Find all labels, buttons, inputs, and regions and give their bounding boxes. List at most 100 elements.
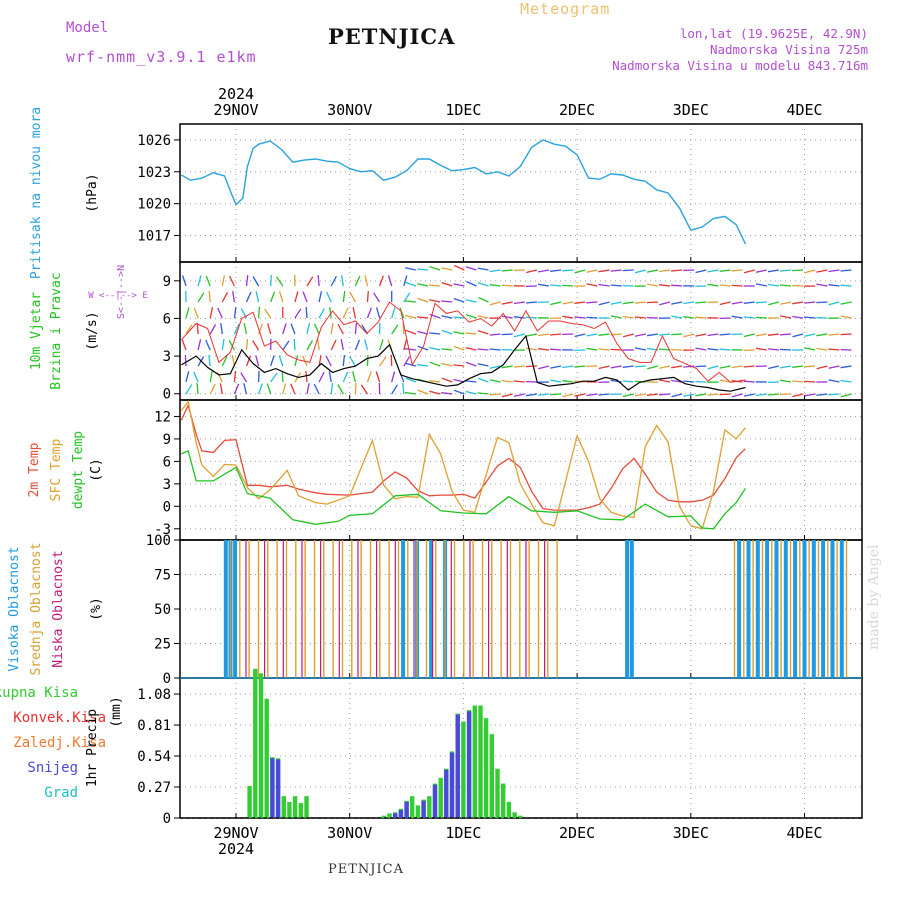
wind-arrow (767, 393, 779, 396)
wind-arrow (278, 291, 284, 303)
wind-arrow (305, 306, 308, 319)
wind-arrow (354, 322, 358, 335)
cloud-low-axis-label: Niska Oblacnost (51, 550, 66, 667)
cloud-mid-bar (491, 540, 493, 678)
cloud-mid-bar (285, 540, 288, 678)
wind-unit-label: (m/s) (85, 311, 100, 350)
cloud-high-axis-label: Visoka Oblacnost (7, 546, 22, 671)
wind-arrow (574, 269, 586, 274)
y-tick-label: 25 (154, 637, 171, 653)
cloud-mid-bar (239, 540, 241, 678)
wind-arrow (501, 379, 513, 383)
wind-arrow (550, 365, 562, 369)
precip-total-bar (518, 815, 523, 818)
wind-arrow (622, 380, 634, 383)
wind-arrow (233, 371, 237, 383)
precip-legend-item: Ukupna Kisa (0, 685, 78, 701)
wind-arrow (209, 324, 217, 335)
cloud-mid-bar (369, 540, 372, 678)
wind-arrow (196, 383, 199, 395)
cloud-unit-label: (%) (89, 597, 104, 620)
cloud-mid-bar (799, 540, 801, 678)
cloud-mid-bar (761, 540, 764, 678)
wind-arrow (441, 329, 453, 335)
cloud-mid-bar (295, 540, 297, 678)
y-tick-label: 100 (146, 533, 171, 549)
precip-total-bar (253, 668, 258, 818)
wind-arrow (240, 372, 248, 383)
wind-arrow (429, 390, 441, 395)
precip-snow-bar (432, 784, 438, 818)
wind-arrow (840, 333, 852, 336)
wind-arrow (185, 384, 193, 395)
wind-arrow (293, 338, 296, 351)
cloud-mid-bar (388, 540, 390, 678)
cloud-mid-bar (425, 540, 428, 678)
wind-arrow (804, 365, 816, 368)
cloud-low-bar (264, 540, 266, 678)
pressure-unit-label: (hPa) (85, 173, 100, 212)
wind-arrow (378, 275, 385, 287)
wind-arrow (634, 333, 646, 337)
wind-arrow (828, 365, 840, 369)
wind-arrow (695, 269, 707, 274)
model-label: Model (66, 20, 109, 36)
wind-axis-label-2: Brzina i Pravac (49, 272, 64, 389)
wind-arrow (366, 290, 369, 303)
cloud-mid-bar (845, 540, 848, 678)
wind-arrow (501, 284, 513, 287)
wind-arrow (646, 283, 659, 287)
wind-arrow (695, 316, 707, 319)
precip-total-bar (495, 768, 500, 818)
cloud-high-bar (839, 540, 844, 678)
wind-arrow (634, 316, 646, 319)
wind-arrow (816, 347, 828, 351)
wind-arrow (598, 301, 610, 306)
wind-arrow (326, 291, 332, 303)
wind-arrow (719, 348, 731, 351)
cloud-mid-bar (472, 540, 474, 678)
y-tick-label: 0.54 (137, 749, 171, 765)
wind-arrow (658, 393, 671, 396)
cloud-mid-bar (379, 540, 381, 678)
date-label-bottom: 1DEC (445, 824, 481, 842)
wind-arrow (477, 267, 489, 271)
wind-arrow (538, 365, 550, 370)
wind-arrow (780, 269, 792, 272)
y-tick-label: 0 (163, 499, 171, 515)
wind-arrow (330, 322, 334, 335)
wind-arrow (840, 284, 852, 287)
year-label-bottom: 2024 (218, 840, 254, 858)
wind-arrow (816, 393, 828, 396)
wind-arrow (610, 365, 622, 369)
cloud-mid-bar (481, 540, 484, 678)
wind-arrow (429, 380, 441, 383)
y-tick-label: 12 (154, 409, 171, 425)
cloud-mid-bar (229, 540, 232, 678)
wind-arrow (270, 291, 276, 303)
wind-arrow (525, 393, 538, 397)
wind-arrow (779, 284, 792, 287)
wind-arrow (465, 266, 477, 271)
cloud-mid-bar (453, 540, 456, 678)
wind-arrow (340, 274, 344, 287)
wind-arrow (429, 299, 441, 303)
y-tick-label: 0 (163, 387, 171, 403)
wind-arrow (405, 314, 417, 319)
wind-arrow (489, 393, 501, 396)
wind-arrow (197, 275, 202, 287)
y-tick-label: 75 (154, 568, 171, 584)
precip-total-bar (506, 801, 512, 818)
y-tick-label: 0 (163, 811, 171, 827)
wind-arrow (441, 300, 453, 303)
cloud-mid-bar (444, 540, 446, 678)
wind-arrow (598, 393, 610, 396)
precip-total-bar (292, 796, 298, 818)
cloud-low-bar (413, 540, 415, 678)
cloud-low-bar (469, 540, 471, 678)
wind-arrow (586, 301, 598, 304)
wind-arrow (317, 274, 320, 287)
precip-total-bar (501, 783, 506, 818)
wind-arrow (501, 315, 513, 319)
wind-speed-line (181, 334, 746, 392)
